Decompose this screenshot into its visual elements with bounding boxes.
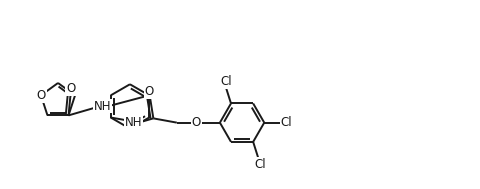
Text: O: O bbox=[66, 82, 75, 95]
Text: Cl: Cl bbox=[254, 157, 265, 170]
Text: NH: NH bbox=[124, 116, 142, 129]
Text: O: O bbox=[192, 116, 201, 129]
Text: O: O bbox=[144, 85, 154, 98]
Text: Cl: Cl bbox=[219, 75, 231, 88]
Text: Cl: Cl bbox=[280, 116, 292, 129]
Text: O: O bbox=[36, 89, 46, 102]
Text: NH: NH bbox=[94, 99, 111, 112]
